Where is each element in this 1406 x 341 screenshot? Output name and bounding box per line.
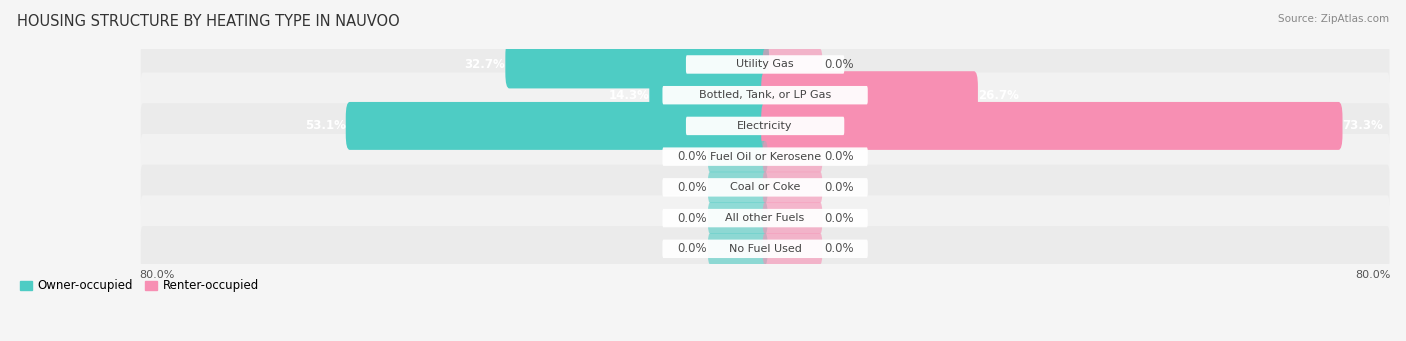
FancyBboxPatch shape xyxy=(763,172,823,203)
FancyBboxPatch shape xyxy=(763,233,823,265)
FancyBboxPatch shape xyxy=(141,103,1389,149)
FancyBboxPatch shape xyxy=(141,42,1389,87)
Text: 0.0%: 0.0% xyxy=(824,242,853,255)
FancyBboxPatch shape xyxy=(686,55,844,74)
Text: All other Fuels: All other Fuels xyxy=(725,213,804,223)
FancyBboxPatch shape xyxy=(709,172,768,203)
Text: 0.0%: 0.0% xyxy=(676,212,706,225)
FancyBboxPatch shape xyxy=(662,147,868,166)
Legend: Owner-occupied, Renter-occupied: Owner-occupied, Renter-occupied xyxy=(15,275,263,297)
Text: 0.0%: 0.0% xyxy=(676,181,706,194)
Text: Utility Gas: Utility Gas xyxy=(737,59,794,70)
Text: 53.1%: 53.1% xyxy=(305,119,346,132)
Text: Bottled, Tank, or LP Gas: Bottled, Tank, or LP Gas xyxy=(699,90,831,100)
Text: 14.3%: 14.3% xyxy=(609,89,650,102)
FancyBboxPatch shape xyxy=(141,165,1389,210)
Text: 0.0%: 0.0% xyxy=(824,212,853,225)
Text: 32.7%: 32.7% xyxy=(464,58,505,71)
FancyBboxPatch shape xyxy=(763,141,823,172)
Text: Electricity: Electricity xyxy=(737,121,793,131)
Text: 0.0%: 0.0% xyxy=(824,181,853,194)
Text: No Fuel Used: No Fuel Used xyxy=(728,244,801,254)
FancyBboxPatch shape xyxy=(709,203,768,234)
FancyBboxPatch shape xyxy=(662,178,868,196)
Text: 80.0%: 80.0% xyxy=(1355,270,1391,280)
FancyBboxPatch shape xyxy=(650,71,769,119)
FancyBboxPatch shape xyxy=(686,117,844,135)
Text: Source: ZipAtlas.com: Source: ZipAtlas.com xyxy=(1278,14,1389,24)
Text: 0.0%: 0.0% xyxy=(824,150,853,163)
FancyBboxPatch shape xyxy=(662,209,868,227)
Text: 0.0%: 0.0% xyxy=(676,242,706,255)
FancyBboxPatch shape xyxy=(761,71,979,119)
FancyBboxPatch shape xyxy=(141,195,1389,241)
Text: 0.0%: 0.0% xyxy=(676,150,706,163)
FancyBboxPatch shape xyxy=(141,134,1389,179)
Text: Coal or Coke: Coal or Coke xyxy=(730,182,800,192)
FancyBboxPatch shape xyxy=(505,41,769,88)
FancyBboxPatch shape xyxy=(141,72,1389,118)
Text: 80.0%: 80.0% xyxy=(139,270,174,280)
FancyBboxPatch shape xyxy=(141,226,1389,271)
FancyBboxPatch shape xyxy=(709,233,768,265)
FancyBboxPatch shape xyxy=(662,240,868,258)
FancyBboxPatch shape xyxy=(709,141,768,172)
Text: Fuel Oil or Kerosene: Fuel Oil or Kerosene xyxy=(710,152,821,162)
FancyBboxPatch shape xyxy=(763,49,823,80)
FancyBboxPatch shape xyxy=(761,102,1343,150)
FancyBboxPatch shape xyxy=(763,203,823,234)
Text: HOUSING STRUCTURE BY HEATING TYPE IN NAUVOO: HOUSING STRUCTURE BY HEATING TYPE IN NAU… xyxy=(17,14,399,29)
Text: 73.3%: 73.3% xyxy=(1343,119,1384,132)
Text: 26.7%: 26.7% xyxy=(979,89,1019,102)
Text: 0.0%: 0.0% xyxy=(824,58,853,71)
FancyBboxPatch shape xyxy=(662,86,868,104)
FancyBboxPatch shape xyxy=(346,102,769,150)
